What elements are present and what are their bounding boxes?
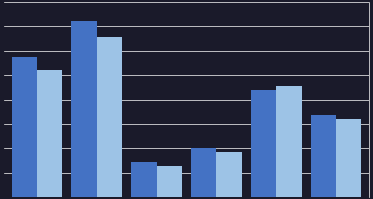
Bar [311, 115, 336, 197]
Bar [157, 166, 182, 197]
Bar [216, 152, 242, 197]
Bar [191, 148, 216, 197]
Bar [336, 119, 361, 197]
Bar [97, 37, 122, 197]
Bar [72, 21, 97, 197]
Bar [37, 70, 62, 197]
Bar [131, 162, 157, 197]
Bar [12, 57, 37, 197]
Bar [276, 86, 301, 197]
Bar [251, 90, 276, 197]
